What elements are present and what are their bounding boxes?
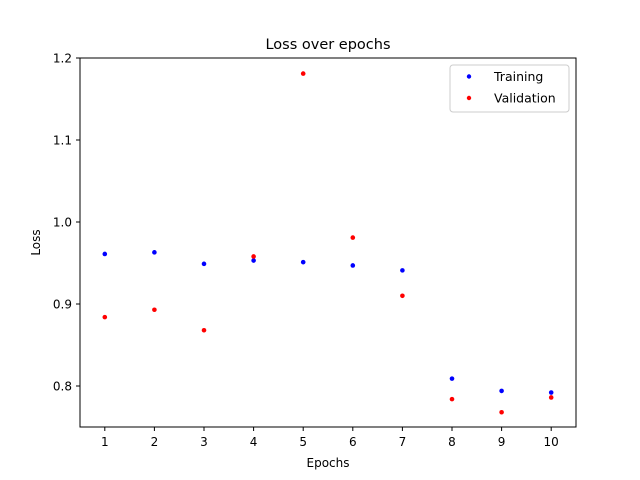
y-tick-label: 1.0 (53, 216, 72, 230)
x-tick-label: 3 (200, 435, 208, 449)
training-point (152, 250, 157, 255)
legend-marker-training (466, 74, 472, 79)
x-axis-label: Epochs (307, 456, 350, 470)
y-axis: 0.8 0.9 1.0 1.1 1.2 (53, 52, 80, 394)
training-point (300, 259, 306, 265)
x-tick-label: 9 (498, 435, 506, 449)
x-tick-label: 10 (544, 435, 559, 449)
x-tick-label: 2 (151, 435, 159, 449)
validation-point (499, 409, 504, 415)
legend-label-training: Training (493, 69, 543, 84)
validation-point (251, 254, 256, 259)
training-point (400, 268, 405, 273)
y-tick-label: 1.1 (53, 134, 72, 148)
legend: Training Validation (449, 64, 570, 113)
validation-point (201, 327, 207, 333)
y-tick-label: 1.2 (53, 52, 72, 66)
x-tick-label: 5 (299, 435, 307, 449)
validation-point (548, 395, 554, 400)
validation-point (102, 314, 108, 320)
training-point (499, 388, 504, 394)
plot-area (79, 57, 577, 428)
validation-point (300, 71, 306, 76)
x-tick-label: 7 (399, 435, 407, 449)
x-tick-label: 6 (349, 435, 357, 449)
training-point (449, 376, 455, 381)
y-tick-label: 0.8 (53, 380, 72, 394)
training-point (201, 261, 207, 267)
training-point (548, 390, 554, 395)
validation-point (449, 396, 455, 402)
validation-point (350, 235, 356, 240)
validation-point (400, 293, 405, 299)
chart-title: Loss over epochs (265, 37, 390, 53)
data-points (102, 71, 554, 415)
training-point (251, 258, 256, 263)
x-tick-label: 8 (448, 435, 456, 449)
x-tick-label: 1 (101, 435, 109, 449)
x-tick-label: 4 (250, 435, 258, 449)
legend-label-validation: Validation (494, 91, 556, 106)
legend-box (449, 64, 570, 113)
legend-marker-validation (466, 95, 472, 101)
training-point (102, 251, 108, 257)
validation-point (152, 307, 157, 313)
training-point (350, 263, 356, 268)
x-axis: 1 2 3 4 5 6 7 8 9 10 (101, 427, 559, 449)
y-tick-label: 0.9 (53, 298, 72, 312)
y-axis-label: Loss (29, 229, 43, 255)
